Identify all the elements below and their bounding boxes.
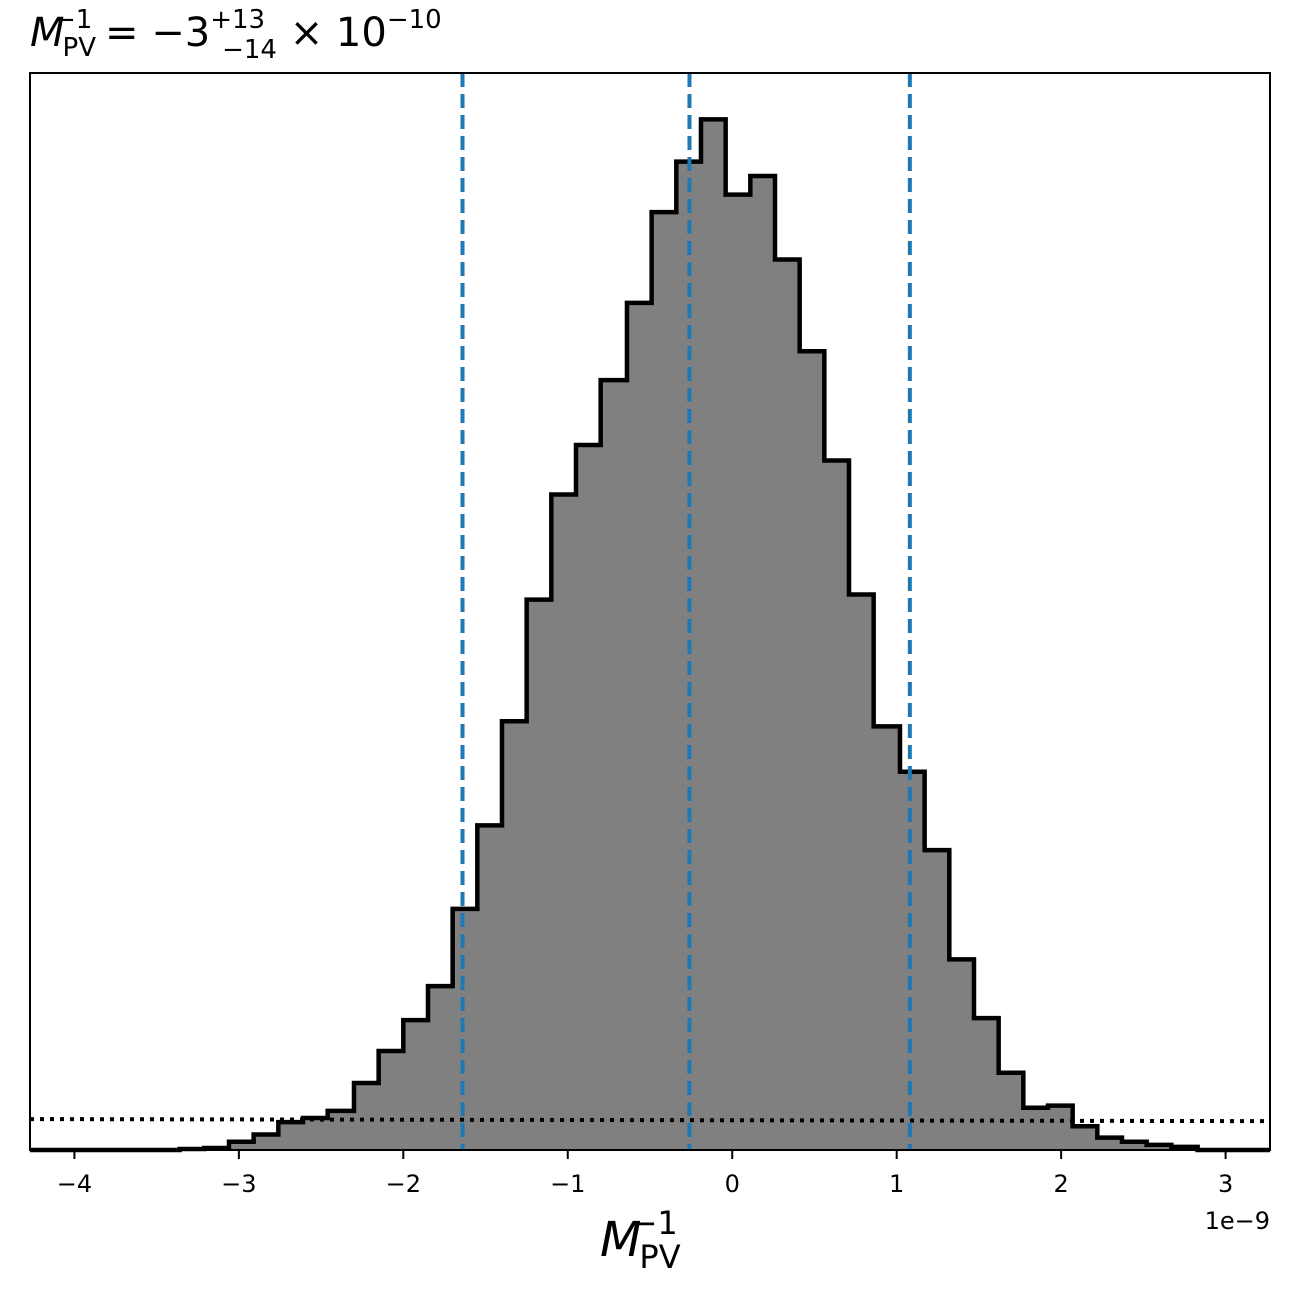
x-axis-offset-label: 1e−9 — [1205, 1207, 1270, 1235]
xlabel-symbol: M — [600, 1212, 641, 1268]
histogram-bar — [949, 959, 975, 1150]
title-error-upper: +13 — [210, 5, 265, 35]
histogram-bar — [1097, 1137, 1123, 1150]
histogram-bar — [626, 302, 653, 1150]
histogram-bar — [873, 726, 901, 1150]
title-times: × 10 — [277, 10, 387, 56]
x-tick-label: −3 — [221, 1170, 256, 1198]
title-error-lower: −14 — [222, 35, 277, 65]
histogram-bar — [799, 351, 825, 1150]
histogram-bar — [452, 908, 478, 1150]
histogram-bar — [651, 212, 677, 1150]
x-axis-label: MPV−1 — [600, 1204, 681, 1276]
histogram-bar — [327, 1110, 355, 1150]
histogram-bar — [253, 1134, 279, 1150]
histogram-bar — [600, 380, 628, 1150]
histogram-bar — [1072, 1126, 1098, 1150]
histogram-bar — [575, 445, 602, 1150]
histogram-bar — [750, 176, 776, 1150]
histogram-bar — [700, 119, 727, 1151]
histogram-bar — [998, 1072, 1024, 1150]
histogram-bar — [1047, 1105, 1074, 1150]
x-tick-label: 2 — [1054, 1170, 1069, 1198]
x-tick-label: −1 — [550, 1170, 585, 1198]
x-tick-label: −2 — [386, 1170, 421, 1198]
histogram-bar — [774, 259, 801, 1150]
histogram-bar — [973, 1018, 1000, 1150]
title-exponent: −10 — [387, 5, 442, 35]
histogram-bar — [526, 599, 552, 1150]
histogram-bar — [1121, 1141, 1148, 1150]
x-tick-label: 1 — [889, 1170, 904, 1198]
histogram-bar — [353, 1083, 380, 1150]
histogram-bar — [427, 986, 454, 1150]
title-superscript: −1 — [54, 5, 92, 35]
histogram-bar — [1023, 1107, 1049, 1150]
plot-frame — [29, 72, 1271, 1151]
histogram-bar — [378, 1051, 404, 1150]
x-tick-label: −4 — [57, 1170, 92, 1198]
histogram-bar — [302, 1118, 329, 1150]
histogram-bar — [228, 1141, 255, 1150]
histogram-bar — [278, 1122, 304, 1150]
xlabel-superscript: −1 — [631, 1204, 678, 1242]
title-subscript: PV — [63, 33, 97, 63]
histogram-bar — [725, 194, 751, 1150]
chart-title: MPV−1 = −3+13 −14 × 10−10 — [30, 5, 442, 65]
title-equals: = −3 — [92, 10, 210, 56]
plot-area: −4 −3 −2 −1 0 1 2 3 — [29, 72, 1271, 1198]
histogram-bar — [403, 1020, 429, 1150]
histogram-outline — [30, 117, 1270, 1153]
histogram-bar — [899, 771, 926, 1150]
histogram-bar — [551, 494, 577, 1150]
histogram-bar — [848, 594, 875, 1150]
histogram-bar — [477, 825, 503, 1150]
title-symbol: M — [30, 10, 65, 56]
x-tick-label: 0 — [725, 1170, 740, 1198]
histogram-bar — [1146, 1144, 1172, 1150]
histogram-bar — [501, 721, 528, 1150]
prior-line — [29, 1117, 1271, 1124]
xlabel-subscript: PV — [639, 1238, 680, 1276]
histogram-bar — [824, 460, 850, 1150]
histogram-bar — [924, 850, 950, 1150]
x-tick-label: 3 — [1218, 1170, 1233, 1198]
